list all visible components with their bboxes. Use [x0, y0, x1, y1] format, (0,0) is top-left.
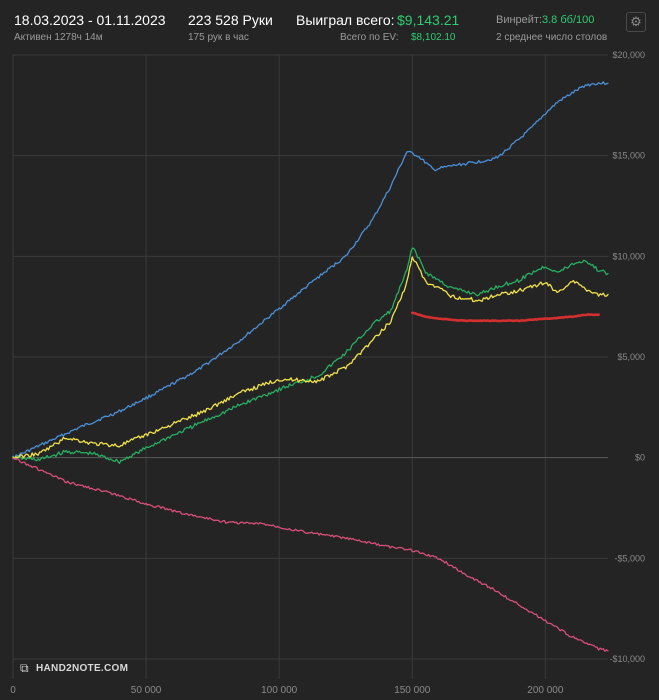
winrate-value: 3.8 бб/100: [542, 14, 595, 26]
hands-count: 223 528 Руки: [188, 12, 273, 28]
series-line-pink: [12, 457, 609, 652]
y-tick-label: $5,000: [617, 352, 645, 362]
hands-rate: 175 рук в час: [188, 32, 249, 43]
y-tick-label: $10,000: [612, 251, 645, 261]
won-total-value: $9,143.21: [397, 12, 460, 28]
series-line-red: [411, 311, 600, 323]
winrate-label: Винрейт:: [496, 14, 543, 26]
series-line-blue: [12, 81, 609, 460]
series-line-green: [12, 247, 609, 465]
avg-tables: 2 среднее число столов: [496, 32, 608, 43]
ev-total-value: $8,102.10: [411, 32, 456, 43]
gear-icon[interactable]: ⚙: [626, 12, 646, 32]
logo: ⧉ HAND2NOTE.COM: [20, 660, 128, 676]
x-tick-label: 150 000: [394, 685, 431, 696]
y-tick-label: -$5,000: [614, 553, 645, 563]
x-tick-label: 200 000: [527, 685, 564, 696]
x-tick-label: 0: [10, 685, 16, 696]
logo-text: HAND2NOTE.COM: [36, 662, 129, 674]
date-range[interactable]: 18.03.2023 - 01.11.2023: [14, 12, 166, 28]
y-tick-label: $20,000: [612, 50, 645, 60]
y-tick-label: -$10,000: [609, 654, 645, 664]
x-tick-label: 100 000: [261, 685, 298, 696]
x-tick-label: 50 000: [131, 685, 162, 696]
chart-header: 18.03.2023 - 01.11.2023 Активен 1278ч 14…: [0, 0, 659, 50]
active-time: Активен 1278ч 14м: [14, 32, 103, 43]
hand2note-logo-icon: ⧉: [20, 661, 29, 675]
y-tick-label: $0: [635, 453, 645, 463]
y-tick-label: $15,000: [612, 151, 645, 161]
series-line-yellow: [12, 256, 609, 460]
won-total-label: Выиграл всего:: [296, 12, 395, 28]
ev-total-label: Всего по EV:: [340, 32, 399, 43]
